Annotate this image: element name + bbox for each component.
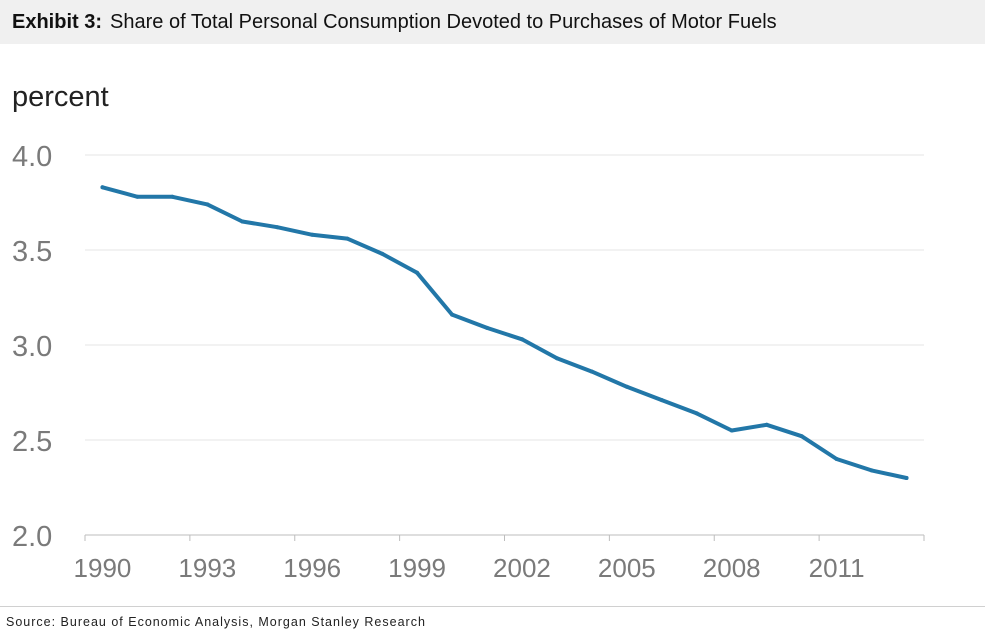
source-note: Source: Bureau of Economic Analysis, Mor… (6, 615, 426, 629)
x-tick-label: 2011 (809, 553, 865, 583)
line-chart: percent 2.0 2.5 3.0 3.5 4.0 1990 1993 1996 1999… (12, 81, 925, 583)
data-point (519, 337, 524, 342)
x-tick-label: 2005 (598, 553, 656, 583)
data-point (624, 384, 629, 389)
data-point (415, 270, 420, 275)
y-tick-label: 4.0 (12, 141, 52, 173)
data-point (659, 398, 664, 403)
x-tick-label: 1996 (283, 553, 341, 583)
data-point (554, 356, 559, 361)
series-layer (100, 185, 909, 480)
x-axis (84, 534, 925, 541)
x-tick-label: 1999 (388, 553, 446, 583)
data-point (450, 312, 455, 317)
y-unit-label: percent (12, 81, 109, 113)
y-tick-labels: 2.0 2.5 3.0 3.5 4.0 (12, 141, 52, 553)
exhibit-title-bar: Exhibit 3: Share of Total Personal Consu… (0, 0, 985, 44)
data-point (170, 194, 175, 199)
x-tick-labels: 1990 1993 1996 1999 2002 2005 2008 2011 (74, 553, 865, 583)
data-point (799, 434, 804, 439)
data-point (694, 411, 699, 416)
data-point (764, 422, 769, 427)
y-tick-label: 3.0 (12, 331, 52, 363)
x-tick-label: 2002 (493, 553, 551, 583)
y-tick-label: 2.5 (12, 426, 52, 458)
x-tick-label: 2008 (703, 553, 761, 583)
data-point (834, 457, 839, 461)
footer-divider (0, 606, 985, 607)
y-tick-label: 2.0 (12, 521, 52, 553)
data-point (205, 202, 210, 207)
data-point (729, 428, 734, 433)
x-tick-label: 1993 (178, 553, 236, 583)
y-tick-label: 3.5 (12, 236, 52, 268)
x-tick-label: 1990 (74, 553, 132, 583)
gridlines (85, 154, 924, 441)
data-point (345, 236, 350, 241)
exhibit-title: Share of Total Personal Consumption Devo… (110, 10, 777, 33)
series-line (100, 185, 909, 480)
data-point (869, 468, 874, 473)
data-point (135, 194, 140, 199)
data-point (589, 369, 594, 374)
data-point (100, 185, 105, 190)
data-point (904, 476, 909, 480)
data-point (485, 325, 490, 330)
data-point (380, 251, 385, 256)
data-point (275, 225, 280, 230)
data-point (240, 219, 245, 224)
exhibit-label: Exhibit 3: (12, 10, 103, 33)
data-point (310, 232, 315, 237)
